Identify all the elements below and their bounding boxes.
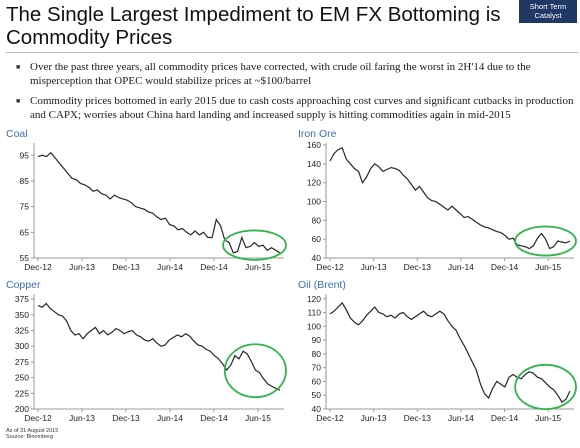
x-tick-label: Jun-14 <box>157 262 183 272</box>
y-tick-label: 325 <box>15 326 29 336</box>
iron-ore-price-line <box>329 146 571 250</box>
x-tick-label: Jun-13 <box>69 413 95 423</box>
x-tick-label: Dec-14 <box>200 262 228 272</box>
y-tick-label: 85 <box>20 176 30 186</box>
y-tick-label: 100 <box>307 197 321 207</box>
x-tick-label: Jun-13 <box>69 262 95 272</box>
x-tick-label: Dec-12 <box>316 262 344 272</box>
chart-title: Oil (Brent) <box>298 279 346 291</box>
y-tick-label: 80 <box>312 349 322 359</box>
y-tick-label: 95 <box>20 150 30 160</box>
x-tick-label: Dec-13 <box>112 262 140 272</box>
highlight-circle <box>222 229 287 261</box>
chart-title: Copper <box>6 279 41 291</box>
chart-title: Iron Ore <box>298 128 337 140</box>
x-tick-label: Dec-12 <box>24 413 52 423</box>
source-note: Source: Bloomberg <box>6 434 54 440</box>
y-tick-label: 120 <box>307 178 321 188</box>
bullet-item: Over the past three years, all commodity… <box>14 60 574 88</box>
title-divider <box>6 52 578 53</box>
bullet-list: Over the past three years, all commodity… <box>14 60 574 128</box>
y-tick-label: 160 <box>307 140 321 150</box>
short-term-catalyst-badge: Short Term Catalyst <box>519 0 577 23</box>
highlight-circle <box>514 363 577 411</box>
y-tick-label: 350 <box>15 310 29 320</box>
highlight-circle <box>514 225 577 257</box>
y-tick-label: 200 <box>15 404 29 414</box>
y-tick-label: 225 <box>15 388 29 398</box>
coal-price-line <box>37 151 281 254</box>
y-tick-label: 60 <box>312 234 322 244</box>
y-tick-label: 110 <box>307 308 321 318</box>
x-tick-label: Jun-13 <box>361 413 387 423</box>
y-tick-label: 40 <box>312 404 322 414</box>
y-tick-label: 300 <box>15 341 29 351</box>
x-tick-label: Jun-14 <box>157 413 183 423</box>
y-tick-label: 90 <box>312 335 322 345</box>
y-tick-label: 65 <box>20 227 30 237</box>
x-tick-label: Dec-13 <box>404 262 432 272</box>
copper-price-line <box>37 302 281 391</box>
page-title: The Single Largest Impediment to EM FX B… <box>6 3 501 49</box>
y-tick-label: 75 <box>20 202 30 212</box>
x-tick-label: Jun-15 <box>245 413 271 423</box>
x-tick-label: Dec-14 <box>491 413 519 423</box>
y-tick-label: 100 <box>307 321 321 331</box>
y-tick-label: 40 <box>312 253 322 263</box>
y-tick-label: 375 <box>15 294 29 304</box>
highlight-circle <box>223 343 287 399</box>
x-tick-label: Dec-14 <box>491 262 519 272</box>
y-tick-label: 80 <box>312 215 322 225</box>
x-tick-label: Dec-12 <box>316 413 344 423</box>
oil-brent-price-line <box>329 301 571 403</box>
x-tick-label: Jun-15 <box>535 413 561 423</box>
bullet-item: Commodity prices bottomed in early 2015 … <box>14 94 574 122</box>
x-tick-label: Dec-14 <box>200 413 228 423</box>
y-tick-label: 275 <box>15 357 29 367</box>
y-tick-label: 250 <box>15 373 29 383</box>
x-tick-label: Jun-15 <box>535 262 561 272</box>
x-tick-label: Jun-14 <box>448 413 474 423</box>
chart-title: Coal <box>6 128 28 140</box>
x-tick-label: Dec-12 <box>24 262 52 272</box>
y-tick-label: 140 <box>307 159 321 169</box>
x-tick-label: Dec-13 <box>112 413 140 423</box>
y-tick-label: 70 <box>312 363 322 373</box>
y-tick-label: 60 <box>312 376 322 386</box>
y-tick-label: 120 <box>307 294 321 304</box>
y-tick-label: 55 <box>20 253 30 263</box>
footnote: As of 31 August 2015 Source: Bloomberg <box>6 428 58 440</box>
asof-note: As of 31 August 2015 <box>6 428 59 434</box>
x-tick-label: Jun-15 <box>245 262 271 272</box>
x-tick-label: Jun-14 <box>448 262 474 272</box>
x-tick-label: Jun-13 <box>361 262 387 272</box>
y-tick-label: 50 <box>312 390 322 400</box>
x-tick-label: Dec-13 <box>404 413 432 423</box>
